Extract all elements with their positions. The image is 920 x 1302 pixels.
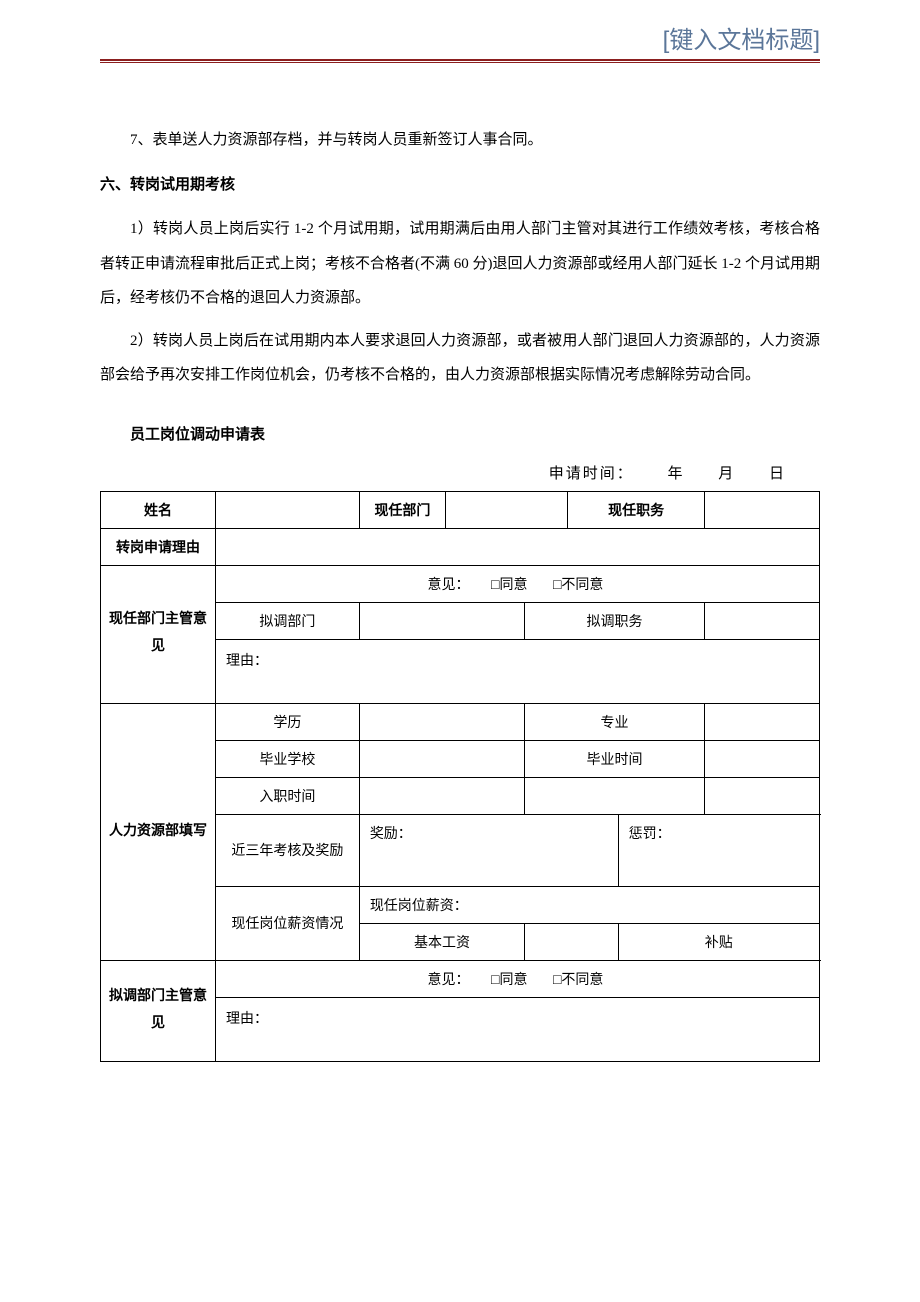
label-grad-time: 毕业时间 — [525, 740, 705, 777]
year-label: 年 — [667, 466, 684, 482]
header-rule — [100, 59, 820, 63]
label-current-pos: 现任职务 — [568, 491, 705, 528]
label-reward: 奖励： — [359, 814, 618, 886]
paragraph-6-1: 1）转岗人员上岗后实行 1-2 个月试用期，试用期满后由用人部门主管对其进行工作… — [100, 212, 820, 316]
value-school — [359, 740, 524, 777]
transfer-application-table: 姓名 现任部门 现任职务 转岗申请理由 现任部门主管意见 意见： □同意 □不同… — [100, 491, 820, 1062]
value-education — [359, 703, 524, 740]
label-target-mgr-opinion: 拟调部门主管意见 — [101, 960, 216, 1061]
target-mgr-reason: 理由： — [216, 997, 820, 1061]
value-target-dept — [359, 602, 524, 639]
curr-mgr-reason: 理由： — [216, 639, 820, 703]
form-title: 员工岗位调动申请表 — [130, 423, 820, 444]
value-current-pos — [704, 491, 819, 528]
table-row: 拟调部门主管意见 意见： □同意 □不同意 — [101, 960, 820, 997]
blank-cell — [525, 777, 705, 814]
checkbox-disagree: □不同意 — [553, 973, 603, 988]
label-name: 姓名 — [101, 491, 216, 528]
paragraph-6-2: 2）转岗人员上岗后在试用期内本人要求退回人力资源部，或者被用人部门退回人力资源部… — [100, 324, 820, 393]
header-placeholder: [键入文档标题] — [100, 20, 820, 55]
checkbox-disagree: □不同意 — [553, 578, 603, 593]
label-recent-review: 近三年考核及奖励 — [216, 814, 360, 886]
label-base-salary: 基本工资 — [359, 923, 524, 960]
label-major: 专业 — [525, 703, 705, 740]
label-target-dept: 拟调部门 — [216, 602, 360, 639]
blank-cell — [704, 777, 819, 814]
value-base-salary — [525, 923, 618, 960]
label-target-pos: 拟调职务 — [525, 602, 705, 639]
paragraph-item-7: 7、表单送人力资源部存档，并与转岗人员重新签订人事合同。 — [100, 123, 820, 158]
value-name — [216, 491, 360, 528]
table-row: 人力资源部填写 学历 专业 — [101, 703, 820, 740]
value-current-dept — [446, 491, 568, 528]
value-reason — [216, 528, 820, 565]
label-reason: 转岗申请理由 — [101, 528, 216, 565]
label-hire-time: 入职时间 — [216, 777, 360, 814]
value-target-pos — [704, 602, 819, 639]
table-row: 现任部门主管意见 意见： □同意 □不同意 — [101, 565, 820, 602]
label-education: 学历 — [216, 703, 360, 740]
apply-time-label: 申请时间： — [549, 466, 634, 482]
month-label: 月 — [718, 466, 735, 482]
opinion-label: 意见： — [428, 973, 470, 988]
label-punish: 惩罚： — [618, 814, 819, 886]
value-grad-time — [704, 740, 819, 777]
checkbox-agree: □同意 — [491, 578, 527, 593]
value-hire-time — [359, 777, 524, 814]
label-current-salary: 现任岗位薪资： — [359, 886, 819, 923]
label-hr-fill: 人力资源部填写 — [101, 703, 216, 960]
label-current-dept: 现任部门 — [359, 491, 445, 528]
opinion-line-current: 意见： □同意 □不同意 — [216, 565, 820, 602]
label-school: 毕业学校 — [216, 740, 360, 777]
opinion-label: 意见： — [428, 578, 470, 593]
section-6-heading: 六、转岗试用期考核 — [100, 168, 820, 203]
table-row: 姓名 现任部门 现任职务 — [101, 491, 820, 528]
day-label: 日 — [769, 466, 786, 482]
apply-time-line: 申请时间： 年 月 日 — [100, 462, 820, 483]
value-major — [704, 703, 819, 740]
label-curr-mgr-opinion: 现任部门主管意见 — [101, 565, 216, 703]
document-page: [键入文档标题] 7、表单送人力资源部存档，并与转岗人员重新签订人事合同。 六、… — [0, 0, 920, 1122]
table-row: 转岗申请理由 — [101, 528, 820, 565]
label-allowance: 补贴 — [618, 923, 819, 960]
label-salary-info: 现任岗位薪资情况 — [216, 886, 360, 960]
opinion-line-target: 意见： □同意 □不同意 — [216, 960, 820, 997]
checkbox-agree: □同意 — [491, 973, 527, 988]
